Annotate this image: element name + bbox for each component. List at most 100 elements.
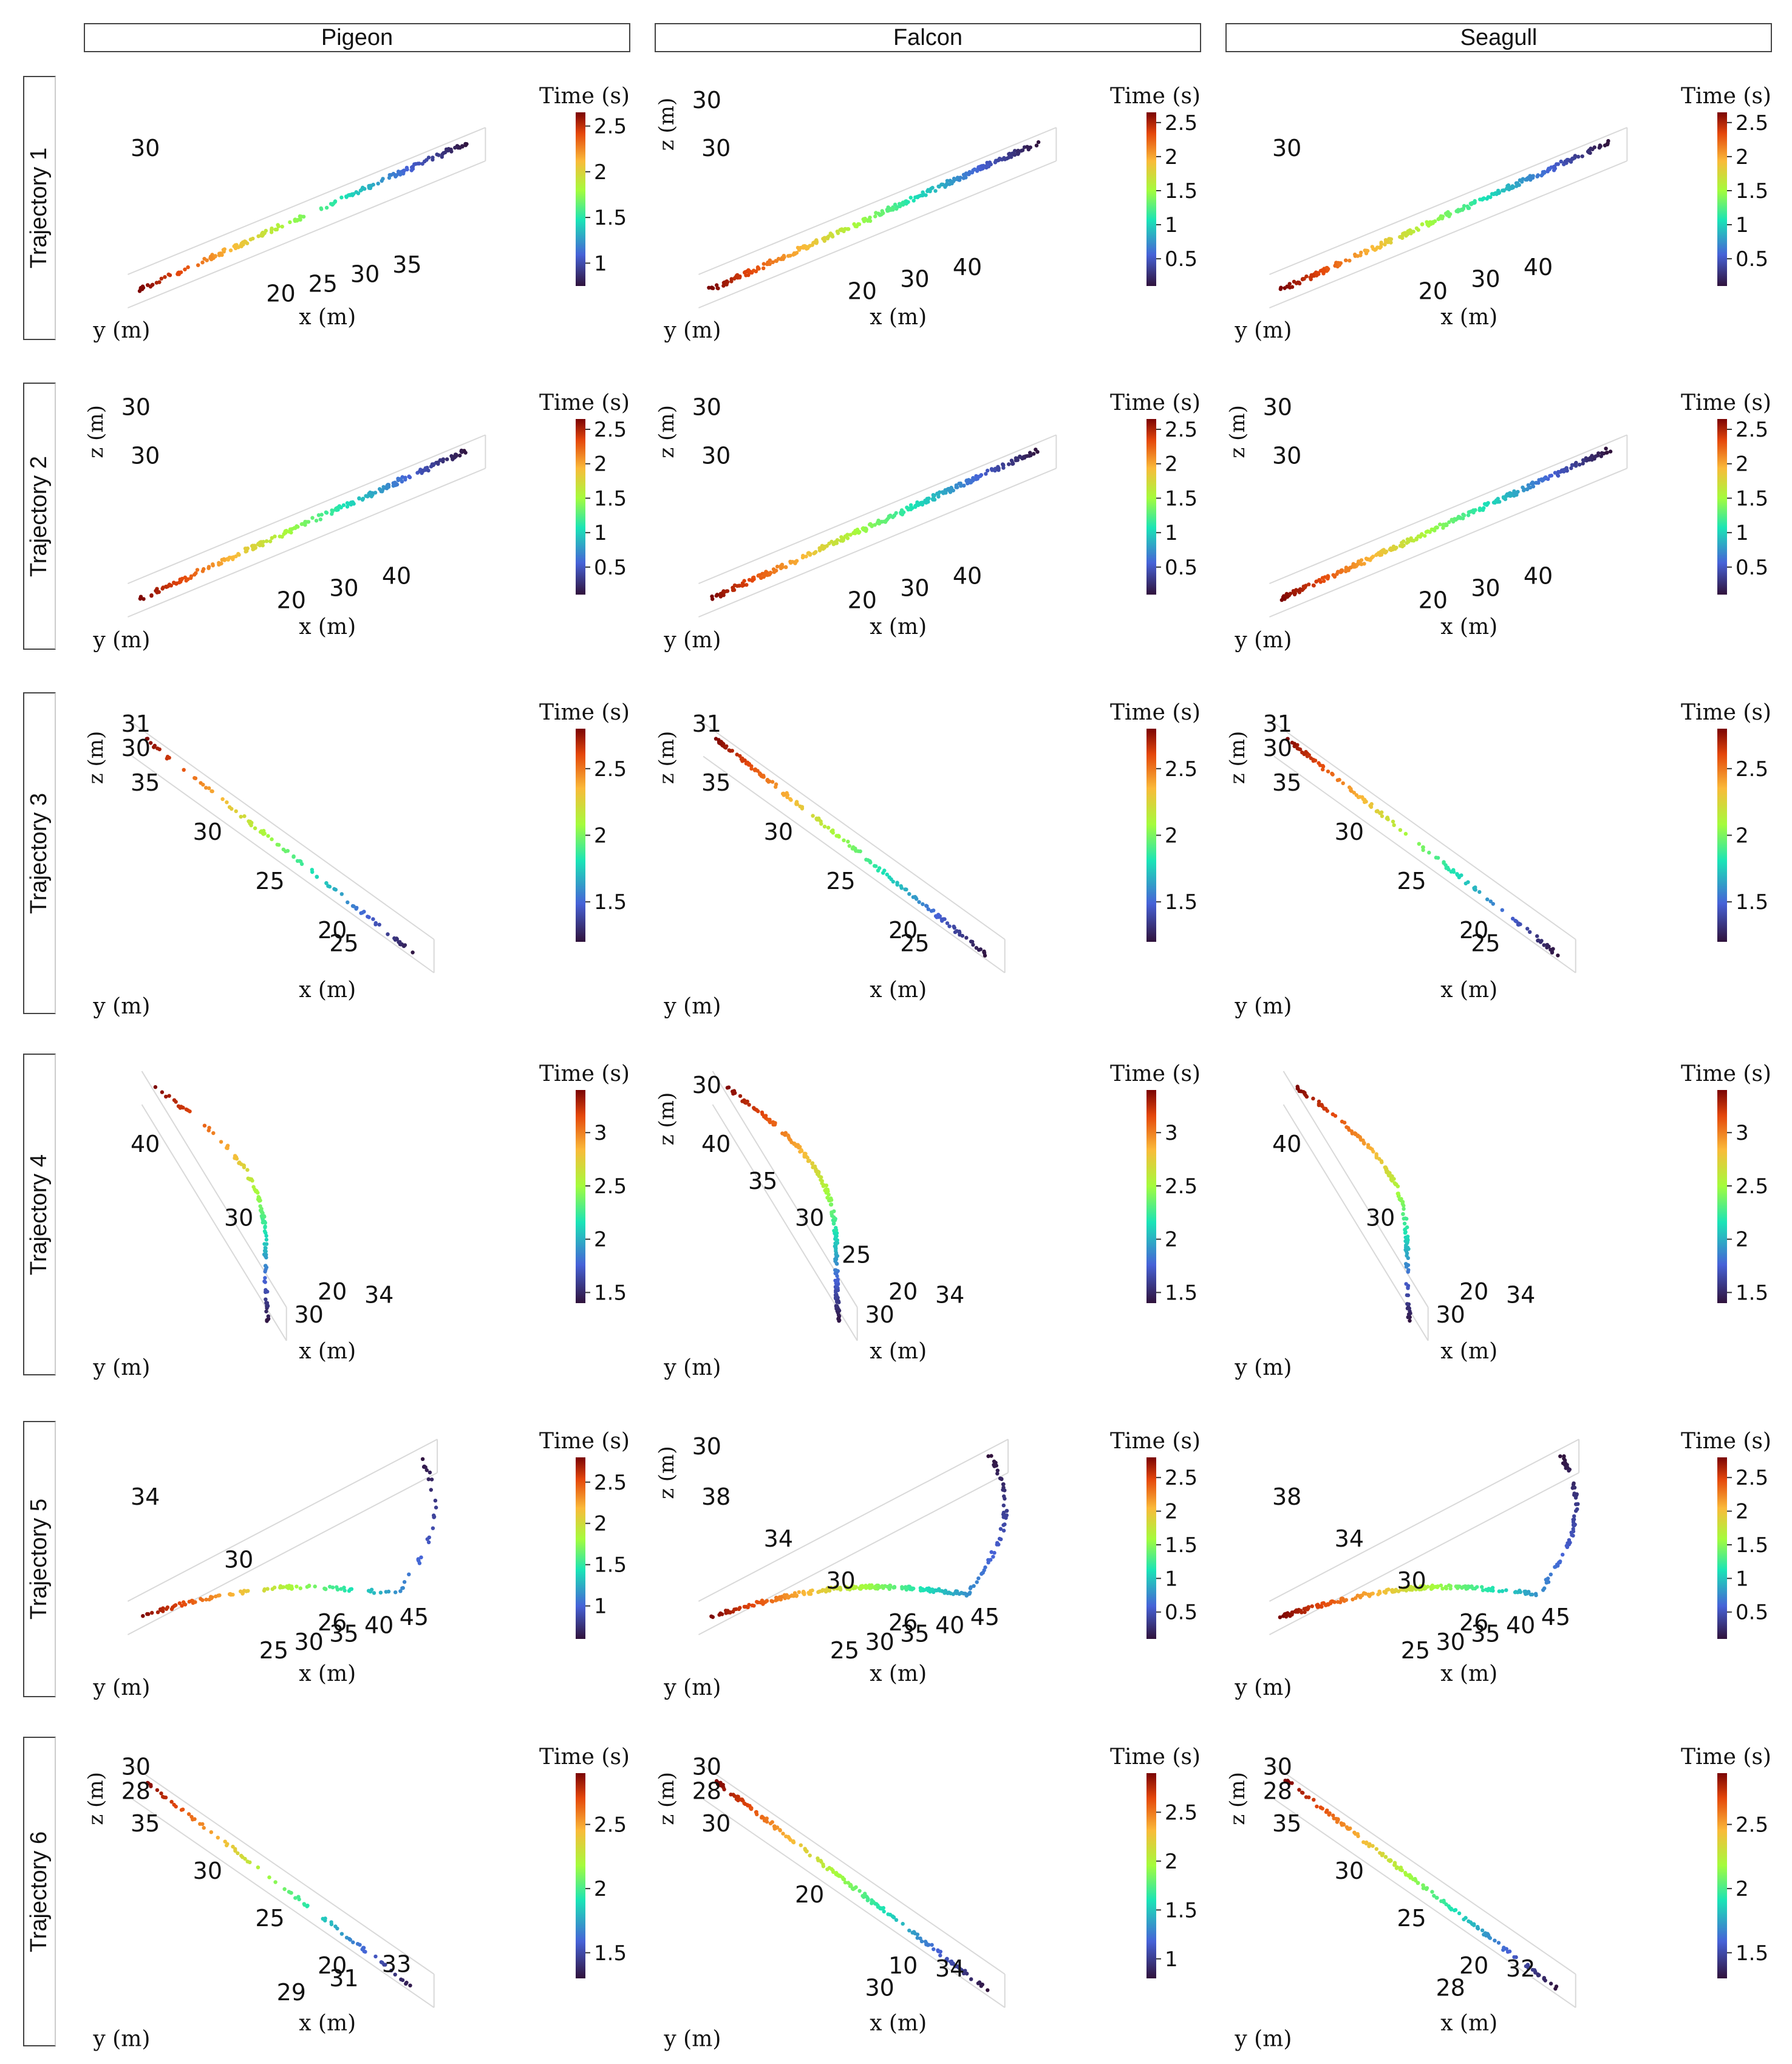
data-point: [1383, 550, 1388, 555]
data-point: [995, 1542, 999, 1547]
axis-line: [1269, 127, 1627, 275]
data-point: [954, 483, 958, 488]
data-point: [1473, 200, 1477, 205]
data-point: [1518, 1589, 1522, 1593]
data-point: [911, 1586, 916, 1591]
data-point: [778, 1828, 782, 1833]
data-point: [975, 1580, 979, 1584]
x-tick-label: 40: [364, 1612, 393, 1639]
data-point: [794, 1143, 799, 1147]
data-point: [717, 738, 721, 742]
data-point: [1606, 138, 1610, 143]
y-axis-label: y (m): [92, 1675, 150, 1700]
data-point: [183, 267, 187, 271]
x-tick-label: 35: [392, 251, 421, 278]
data-point: [220, 797, 225, 802]
data-point: [423, 466, 428, 471]
data-point: [926, 188, 930, 192]
data-point: [1278, 287, 1283, 291]
x-tick-label: 30: [900, 575, 929, 602]
data-point: [1361, 1591, 1366, 1595]
data-point: [1502, 496, 1506, 500]
data-point: [1344, 258, 1348, 262]
x-tick-label: 34: [935, 1955, 964, 1982]
data-point: [233, 243, 237, 247]
data-point: [1572, 1514, 1576, 1518]
data-point: [266, 834, 270, 838]
data-point: [1322, 268, 1326, 273]
colorbar-title: Time (s): [1110, 1745, 1201, 1769]
data-point: [1365, 557, 1369, 562]
data-point: [824, 1187, 828, 1191]
data-point: [243, 1856, 247, 1861]
data-point: [890, 1914, 894, 1918]
colorbar-tick-label: 2: [1165, 452, 1178, 477]
colorbar-tick-label: 0.5: [1736, 1601, 1768, 1625]
data-point: [1500, 908, 1504, 912]
data-point: [1438, 522, 1442, 526]
axis-line: [698, 434, 1057, 584]
data-point: [848, 533, 853, 537]
data-point: [264, 1255, 268, 1260]
data-point: [1371, 554, 1375, 559]
data-point: [887, 514, 891, 519]
data-point: [1326, 769, 1330, 774]
data-point: [840, 539, 845, 543]
colorbar-tick-label: 2: [1165, 1228, 1178, 1252]
data-point: [1573, 1496, 1578, 1500]
data-point: [870, 523, 874, 528]
y-tick-label: 30: [224, 1547, 253, 1573]
data-point: [1472, 886, 1476, 890]
data-point: [891, 208, 895, 212]
data-point: [1359, 558, 1364, 562]
x-tick-label: 40: [953, 563, 982, 590]
x-tick-label: 45: [970, 1604, 1000, 1630]
data-point: [834, 1871, 839, 1875]
data-point: [217, 251, 222, 256]
data-point: [1311, 758, 1315, 763]
data-point: [936, 1949, 940, 1953]
trajectory-points: [710, 448, 1040, 601]
colorbar-tick-label: 2: [1736, 1228, 1749, 1252]
x-tick-label: 20: [1419, 278, 1448, 304]
data-point: [264, 1301, 268, 1305]
data-point: [941, 917, 945, 921]
colorbar-tick-label: 0.5: [1165, 1601, 1198, 1625]
data-point: [1469, 202, 1473, 206]
data-point: [870, 1898, 874, 1902]
data-point: [873, 214, 877, 219]
colorbar-tick-label: 2: [1736, 1877, 1749, 1901]
x-tick-label: 35: [900, 1620, 929, 1647]
data-point: [747, 761, 751, 766]
z-tick-label: 30: [1263, 735, 1292, 761]
data-point: [1340, 1119, 1344, 1124]
data-point: [1514, 181, 1519, 185]
data-point: [938, 1953, 942, 1958]
data-point: [1542, 1586, 1547, 1590]
data-point: [1300, 750, 1304, 755]
data-point: [1477, 506, 1482, 511]
data-point: [879, 213, 884, 217]
data-point: [1425, 1886, 1429, 1890]
data-point: [1375, 245, 1380, 250]
x-tick-label: 30: [295, 1301, 324, 1328]
data-point: [1525, 927, 1530, 931]
data-point: [186, 1812, 191, 1816]
data-point: [186, 265, 190, 270]
colorbar-title: Time (s): [539, 84, 630, 109]
data-point: [1289, 1613, 1293, 1617]
data-point: [239, 1589, 243, 1593]
data-point: [801, 245, 806, 250]
data-point: [1598, 144, 1603, 149]
data-point: [1548, 1981, 1553, 1986]
colorbar-tick-label: 1: [594, 251, 607, 276]
data-point: [1548, 1572, 1553, 1576]
data-point: [1584, 456, 1588, 460]
data-point: [964, 171, 969, 175]
data-point: [1563, 1460, 1567, 1465]
data-point: [1302, 277, 1306, 281]
data-point: [288, 220, 292, 225]
data-point: [1537, 478, 1541, 482]
z-axis-label: z (m): [655, 405, 679, 458]
data-point: [836, 834, 840, 838]
